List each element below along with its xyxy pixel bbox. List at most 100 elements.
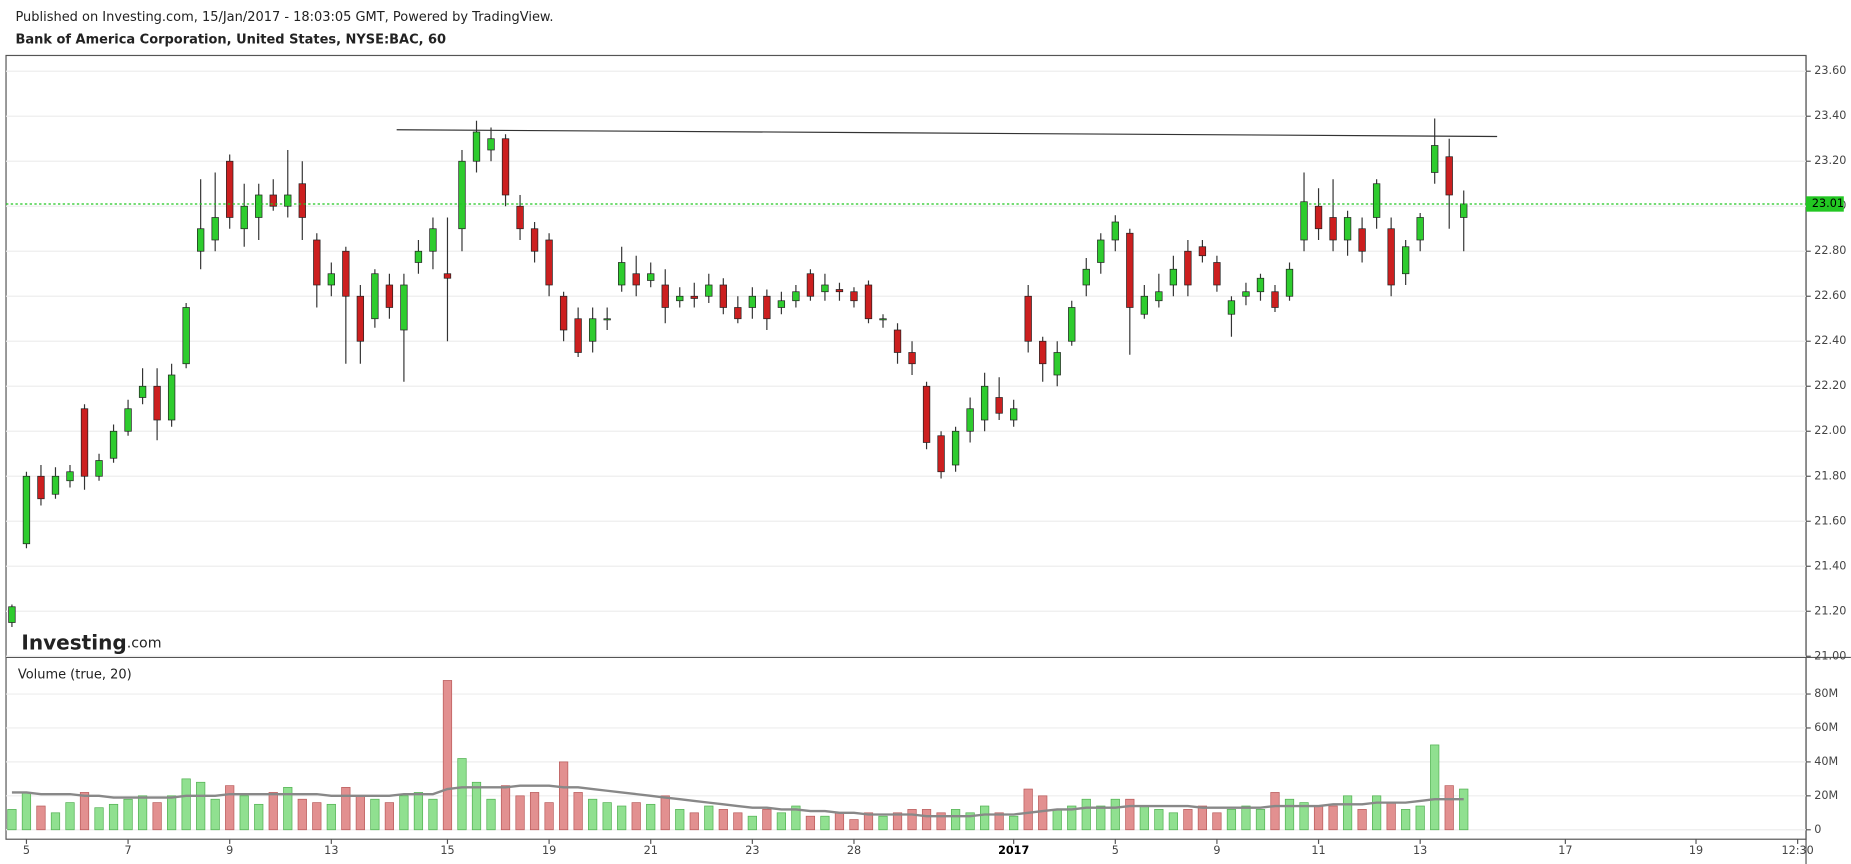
volume-bar: [602, 802, 612, 831]
y-tick-label: 21.80: [1814, 469, 1846, 482]
candle-body: [763, 295, 771, 320]
volume-bar: [108, 803, 119, 831]
x-tick-label: 9: [226, 844, 233, 857]
y-tick-label: 60M: [1814, 721, 1838, 734]
volume-bar: [355, 795, 365, 831]
volume-title: Volume (true, 20): [18, 668, 132, 683]
volume-bar: [907, 809, 917, 831]
candle-body: [109, 430, 118, 459]
candle-body: [8, 606, 16, 623]
candle-body: [1155, 291, 1163, 302]
candle-body: [966, 408, 974, 432]
candle-body: [734, 307, 742, 320]
volume-bar: [994, 812, 1004, 831]
volume-bar: [428, 798, 438, 831]
candle-body: [893, 329, 902, 353]
candle-body: [472, 131, 481, 162]
published-note: Published on Investing.com, 15/Jan/2017 …: [15, 10, 553, 25]
logo: Investing.com: [21, 630, 161, 654]
candle-body: [226, 160, 234, 218]
candle-body: [1140, 295, 1148, 315]
volume-bar: [486, 798, 496, 831]
y-tick-label: 22.00: [1814, 424, 1846, 437]
candle-body: [458, 160, 466, 230]
trendline: [396, 129, 1498, 138]
volume-bar: [1168, 812, 1178, 831]
candle-body: [937, 435, 945, 473]
candle-body: [1460, 203, 1468, 218]
volume-bar: [791, 805, 801, 831]
candle-body: [1227, 300, 1236, 315]
x-tick-label: 5: [1112, 844, 1119, 857]
candle-body: [1010, 408, 1018, 421]
volume-bar: [500, 785, 511, 831]
volume-bar: [1212, 812, 1222, 831]
x-tick-label: 2017: [998, 844, 1029, 857]
logo-brand: Investing: [21, 630, 126, 654]
volume-bar: [65, 802, 75, 831]
candle-body: [1242, 291, 1250, 297]
candle-body: [1431, 145, 1439, 173]
volume-bar: [733, 812, 743, 831]
volume-bar: [573, 792, 583, 831]
candle-body: [1082, 268, 1090, 286]
candle-body: [1285, 268, 1294, 297]
candle-body: [1445, 156, 1453, 196]
candle-body: [632, 273, 640, 286]
plot-frame: [5, 54, 1807, 840]
volume-bar: [1255, 809, 1266, 831]
candle-body: [1053, 352, 1061, 376]
candle-body: [1097, 239, 1105, 263]
volume-bar: [1284, 798, 1295, 831]
volume-bar: [50, 812, 61, 831]
x-tick-label: 19: [1689, 844, 1703, 857]
candle-body: [951, 430, 960, 466]
y-tick-label: 23.40: [1814, 109, 1846, 122]
y-tick-label: 23.60: [1814, 64, 1846, 77]
volume-bar: [1096, 805, 1106, 831]
candle-body: [1039, 340, 1047, 365]
y-tick-label: 20M: [1814, 789, 1838, 802]
candle-body: [618, 262, 626, 286]
volume-bar: [1328, 805, 1338, 831]
volume-bar: [704, 805, 714, 831]
y-tick-label: 22.60: [1814, 289, 1846, 302]
volume-bar: [805, 815, 816, 831]
volume-bar: [326, 803, 336, 831]
candle-body: [1358, 228, 1366, 252]
volume-bar: [79, 792, 90, 831]
candle-body: [1343, 217, 1352, 241]
x-tick-label: 23: [745, 844, 759, 857]
volume-bar: [36, 805, 46, 831]
candle-body: [501, 138, 510, 196]
candle-body: [211, 217, 219, 241]
volume-bar: [936, 812, 946, 831]
candle-body: [705, 284, 713, 297]
volume-bar: [834, 812, 845, 831]
x-tick-label: 17: [1558, 844, 1572, 857]
y-tick-label: 40M: [1814, 755, 1838, 768]
candle-body: [806, 273, 815, 297]
volume-bar: [471, 781, 482, 831]
volume-bar: [1081, 798, 1091, 831]
volume-bar: [1110, 798, 1120, 831]
last-price-label: 23.01: [1812, 197, 1844, 210]
candle-body: [777, 300, 786, 308]
volume-bar: [1009, 815, 1019, 831]
candle-body: [1068, 307, 1076, 342]
candle-body: [138, 385, 147, 398]
x-tick-label: 7: [125, 844, 132, 857]
x-tick-label: 13: [324, 844, 338, 857]
candle-body: [1401, 246, 1410, 275]
volume-bar: [312, 802, 322, 831]
y-tick-label: 22.20: [1814, 379, 1846, 392]
volume-bar: [849, 819, 859, 831]
volume-bar: [1459, 788, 1469, 831]
candle-body: [429, 228, 437, 252]
candle-body: [22, 475, 31, 545]
y-tick-label: 21.00: [1814, 649, 1846, 662]
candle-body: [980, 385, 989, 421]
candle-body: [1111, 221, 1119, 241]
candle-body: [313, 239, 321, 286]
volume-bar: [384, 802, 394, 831]
